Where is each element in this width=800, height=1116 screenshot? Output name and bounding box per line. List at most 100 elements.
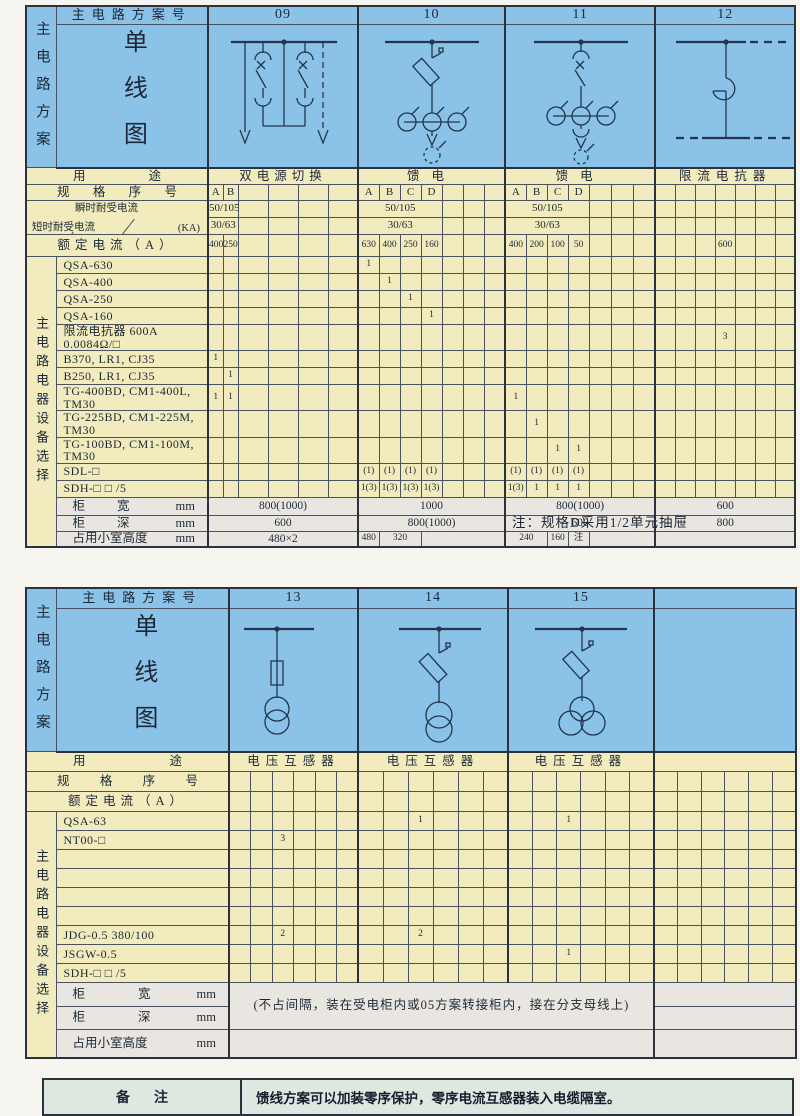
empty-cell bbox=[774, 273, 796, 291]
empty-cell bbox=[462, 367, 485, 386]
empty-cell bbox=[588, 273, 612, 291]
width-09: 800(1000) bbox=[207, 496, 359, 516]
scheme-09-number: 09 bbox=[207, 5, 359, 25]
empty-cell bbox=[399, 307, 422, 325]
empty-cell bbox=[588, 184, 612, 201]
empty-cell bbox=[674, 273, 696, 291]
empty-cell bbox=[506, 771, 533, 792]
empty-cell bbox=[531, 771, 558, 792]
short-time-withstand-label: 短时耐受电流 bbox=[32, 221, 95, 233]
empty-cell bbox=[267, 234, 299, 257]
empty-cell bbox=[462, 256, 485, 274]
empty-cell bbox=[297, 350, 329, 369]
equipment-label: JDG-0.5 380/100 bbox=[55, 925, 230, 945]
empty-cell bbox=[676, 925, 702, 945]
empty-cell bbox=[674, 290, 696, 308]
scheme-number-row: 主电路方案 主电路方案号 09 10 11 12 bbox=[25, 5, 796, 168]
spec-serial-label-cell: 规格序号 bbox=[25, 184, 209, 201]
empty-cell bbox=[694, 367, 716, 386]
empty-cell bbox=[357, 887, 384, 907]
empty-cell bbox=[654, 234, 676, 257]
usage-10: 馈电 bbox=[356, 167, 506, 185]
empty-cell bbox=[694, 307, 716, 325]
empty-cell bbox=[754, 367, 776, 386]
empty-cell bbox=[748, 925, 773, 945]
empty-cell bbox=[483, 234, 506, 257]
empty-cell bbox=[556, 925, 582, 945]
spec-serial-row: 规格序号 A B A B C D A B C D bbox=[25, 184, 796, 201]
empty-cell bbox=[525, 290, 548, 308]
empty-cell bbox=[525, 436, 548, 464]
empty-cell bbox=[774, 384, 796, 412]
empty-cell bbox=[580, 791, 606, 812]
empty-cell bbox=[504, 436, 527, 464]
empty-cell bbox=[774, 200, 796, 218]
cabinet-width-label: 柜宽 bbox=[72, 986, 151, 1001]
empty-cell bbox=[228, 868, 251, 888]
voltage-transformer-diagram bbox=[244, 625, 314, 735]
empty-cell bbox=[674, 367, 696, 386]
empty-cell bbox=[482, 830, 509, 850]
empty-cell bbox=[462, 234, 485, 257]
equipment-label: JSGW-0.5 bbox=[55, 944, 230, 964]
empty-cell bbox=[314, 791, 337, 812]
installation-note-cell: (不占间隔，装在受电柜内或05方案转接柜内，接在分支母线上) bbox=[228, 982, 655, 1030]
empty-cell bbox=[297, 217, 329, 235]
empty-cell bbox=[654, 350, 676, 369]
empty-cell bbox=[652, 1006, 797, 1030]
empty-cell bbox=[271, 944, 294, 964]
empty-cell bbox=[632, 184, 656, 201]
empty-cell bbox=[250, 925, 273, 945]
empty-cell bbox=[378, 410, 401, 438]
empty-cell bbox=[604, 791, 630, 812]
equipment-row: QSA-400 1 bbox=[26, 273, 796, 291]
equipment-row bbox=[26, 849, 797, 869]
empty-cell bbox=[432, 811, 459, 831]
empty-cell bbox=[441, 462, 464, 481]
empty-cell bbox=[754, 479, 776, 498]
empty-cell bbox=[734, 462, 756, 481]
qty-cell: 1 bbox=[407, 811, 434, 831]
empty-cell bbox=[267, 290, 299, 308]
empty-cell bbox=[237, 234, 269, 257]
empty-cell bbox=[432, 771, 459, 792]
empty-cell bbox=[525, 323, 548, 352]
empty-cell bbox=[580, 830, 606, 850]
empty-cell bbox=[734, 367, 756, 386]
empty-cell bbox=[531, 944, 558, 964]
empty-cell bbox=[271, 906, 294, 926]
scheme-11-diagram bbox=[504, 23, 656, 169]
empty-cell bbox=[399, 436, 422, 464]
empty-cell bbox=[724, 906, 750, 926]
empty-cell bbox=[774, 350, 796, 369]
empty-cell bbox=[267, 273, 299, 291]
empty-cell bbox=[748, 944, 773, 964]
empty-cell bbox=[336, 868, 359, 888]
empty-cell bbox=[580, 849, 606, 869]
empty-cell bbox=[407, 830, 434, 850]
empty-cell bbox=[652, 751, 797, 772]
usage-12: 限流电抗器 bbox=[654, 167, 796, 185]
empty-cell bbox=[293, 906, 316, 926]
empty-cell bbox=[754, 384, 776, 412]
spec-serial-label: 规格序号 bbox=[57, 184, 177, 199]
spec-11-D: D bbox=[567, 184, 590, 201]
empty-cell bbox=[774, 436, 796, 464]
equipment-label bbox=[55, 868, 230, 888]
empty-cell bbox=[628, 925, 655, 945]
empty-cell bbox=[694, 384, 716, 412]
current-limiting-reactor-diagram bbox=[676, 38, 791, 139]
empty-cell bbox=[754, 350, 776, 369]
qty-cell: 1(3) bbox=[399, 479, 422, 498]
withstand-10: 50/105 bbox=[357, 200, 443, 218]
scheme-table-13-15: 主电路方案 主电路方案号 13 14 15 单线图 bbox=[25, 587, 797, 1059]
empty-cell bbox=[610, 234, 634, 257]
qty-cell: 1 bbox=[399, 290, 422, 308]
empty-cell bbox=[694, 234, 716, 257]
equipment-row: 主电路电器设备选择 QSA-630 1 bbox=[25, 256, 796, 548]
empty-cell bbox=[462, 410, 485, 438]
empty-cell bbox=[228, 963, 251, 983]
empty-cell bbox=[724, 887, 750, 907]
qty-cell: 1(3) bbox=[504, 479, 527, 498]
depth-09: 600 bbox=[207, 514, 359, 532]
